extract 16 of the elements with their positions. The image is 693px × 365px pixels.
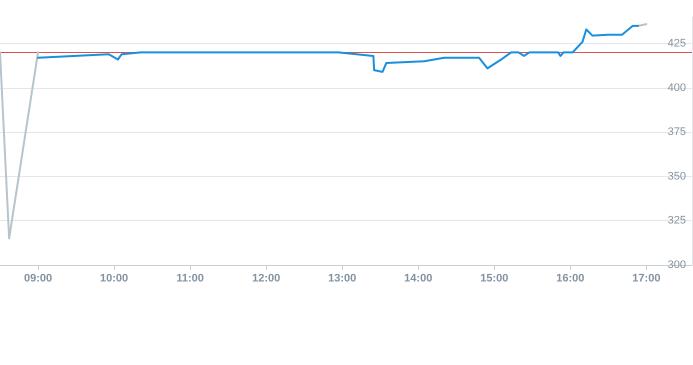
x-tick-label: 17:00 [632,272,660,284]
y-tick-label: 375 [668,126,686,138]
x-tick-label: 11:00 [176,272,204,284]
y-tick-label: 350 [668,170,686,182]
x-tick-label: 10:00 [100,272,128,284]
y-tick-label: 325 [668,214,686,227]
x-tick-label: 12:00 [252,272,280,284]
y-tick-label: 300 [668,259,686,271]
x-tick-label: 09:00 [24,272,52,284]
x-tick-label: 13:00 [328,272,356,284]
x-tick-label: 16:00 [556,272,584,284]
y-tick-label: 400 [668,82,686,94]
x-tick-label: 15:00 [480,272,508,284]
y-tick-label: 425 [668,38,686,50]
line-series [37,24,640,73]
x-tick-label: 14:00 [404,272,432,284]
